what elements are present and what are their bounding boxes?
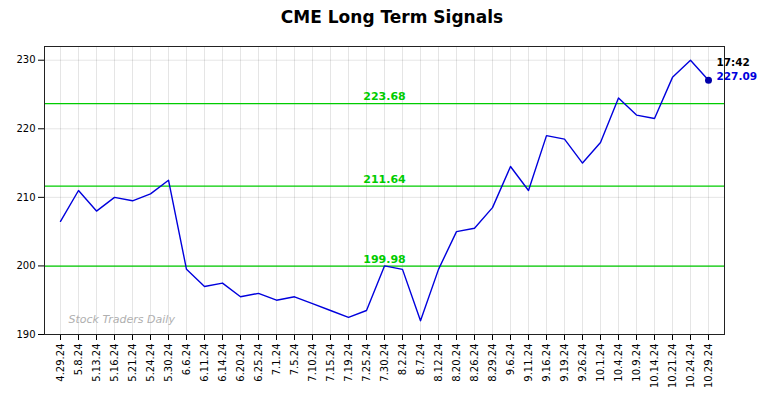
svg-text:9.11.24: 9.11.24 (523, 344, 534, 382)
svg-text:223.68: 223.68 (363, 90, 405, 103)
svg-text:9.16.24: 9.16.24 (541, 344, 552, 382)
svg-text:10.9.24: 10.9.24 (631, 344, 642, 382)
svg-text:199.98: 199.98 (363, 253, 405, 266)
svg-text:6.6.24: 6.6.24 (181, 344, 192, 376)
svg-text:9.6.24: 9.6.24 (505, 344, 516, 376)
html-text:CME Long Term Signals: CME Long Term Signals (280, 7, 504, 27)
svg-text:211.64: 211.64 (363, 173, 406, 186)
svg-text:7.25.24: 7.25.24 (361, 344, 372, 382)
svg-text:220: 220 (16, 123, 35, 134)
svg-text:10.29.24: 10.29.24 (703, 344, 714, 389)
svg-text:10.1.24: 10.1.24 (595, 344, 606, 382)
svg-text:5.30.24: 5.30.24 (163, 344, 174, 382)
svg-text:5.13.24: 5.13.24 (91, 344, 102, 382)
svg-text:10.4.24: 10.4.24 (613, 344, 624, 382)
svg-text:190: 190 (16, 329, 35, 340)
svg-text:5.8.24: 5.8.24 (73, 344, 84, 376)
svg-text:227.09: 227.09 (717, 70, 758, 82)
svg-text:7.5.24: 7.5.24 (289, 344, 300, 376)
svg-text:10.14.24: 10.14.24 (649, 344, 660, 389)
svg-text:7.19.24: 7.19.24 (343, 344, 354, 382)
svg-text:10.24.24: 10.24.24 (685, 344, 696, 389)
svg-text:8.20.24: 8.20.24 (451, 344, 462, 382)
svg-text:7.10.24: 7.10.24 (307, 344, 318, 382)
svg-text:200: 200 (16, 260, 35, 271)
svg-text:8.26.24: 8.26.24 (469, 344, 480, 382)
svg-text:210: 210 (16, 192, 35, 203)
svg-text:9.19.24: 9.19.24 (559, 344, 570, 382)
svg-text:5.21.24: 5.21.24 (127, 344, 138, 382)
svg-text:8.7.24: 8.7.24 (415, 344, 426, 376)
svg-text:9.26.24: 9.26.24 (577, 344, 588, 382)
svg-text:6.20.24: 6.20.24 (235, 344, 246, 382)
svg-text:8.12.24: 8.12.24 (433, 344, 444, 382)
svg-text:4.29.24: 4.29.24 (55, 344, 66, 382)
svg-text:5.16.24: 5.16.24 (109, 344, 120, 382)
svg-text:230: 230 (16, 54, 35, 65)
svg-text:8.29.24: 8.29.24 (487, 344, 498, 382)
svg-text:17:42: 17:42 (717, 56, 750, 68)
svg-text:7.15.24: 7.15.24 (325, 344, 336, 382)
svg-text:10.21.24: 10.21.24 (667, 344, 678, 389)
svg-text:8.2.24: 8.2.24 (397, 344, 408, 376)
svg-text:6.25.24: 6.25.24 (253, 344, 264, 382)
svg-text:Stock Traders Daily: Stock Traders Daily (69, 313, 176, 326)
svg-text:5.24.24: 5.24.24 (145, 344, 156, 382)
svg-text:7.1.24: 7.1.24 (271, 344, 282, 376)
svg-text:6.14.24: 6.14.24 (217, 344, 228, 382)
svg-text:7.30.24: 7.30.24 (379, 344, 390, 382)
svg-text:6.11.24: 6.11.24 (199, 344, 210, 382)
